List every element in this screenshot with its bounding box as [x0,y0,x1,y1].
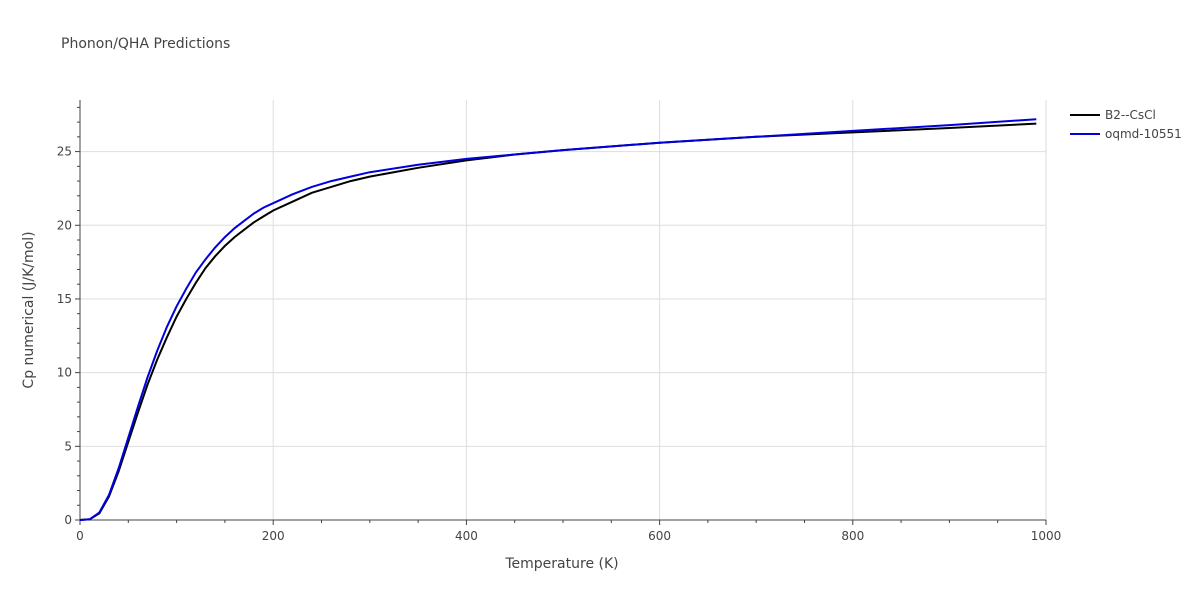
series-lines [79,118,1037,521]
y-tick-label: 25 [57,145,72,159]
tick-marks [75,106,1047,525]
y-tick-label: 10 [57,366,72,380]
legend-label: B2--CsCl [1105,108,1156,122]
x-tick-label: 1000 [1031,529,1062,543]
y-tick-label: 0 [64,513,72,527]
axes [79,100,1046,521]
y-tick-label: 5 [64,439,72,453]
legend-label: oqmd-10551 [1105,127,1182,141]
y-tick-label: 15 [57,292,72,306]
legend[interactable]: B2--CsCl oqmd-10551 [1070,108,1182,141]
legend-item-2[interactable]: oqmd-10551 [1070,127,1182,141]
x-tick-label: 400 [455,529,478,543]
chart-title: Phonon/QHA Predictions [61,36,231,52]
series-line-2 [79,118,1037,521]
x-tick-label: 800 [841,529,864,543]
x-tick-label: 600 [648,529,671,543]
x-axis-title: Temperature (K) [504,556,618,572]
legend-item-1[interactable]: B2--CsCl [1070,108,1156,122]
y-tick-label: 20 [57,218,72,232]
x-tick-label: 200 [262,529,285,543]
tick-labels: 0 200 400 600 800 1000 0 5 10 15 20 25 [57,145,1062,543]
series-line-1 [79,122,1037,521]
y-axis-title: Cp numerical (J/K/mol) [21,231,37,388]
x-tick-label: 0 [76,529,84,543]
grid [80,100,1047,520]
